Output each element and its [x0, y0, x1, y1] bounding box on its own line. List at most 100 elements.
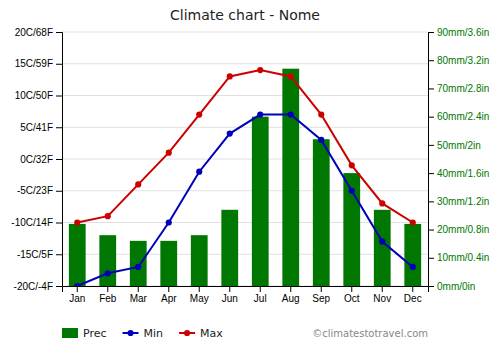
marker: [379, 238, 385, 244]
tick: 40mm/1.6in: [428, 168, 489, 179]
tick-mark: [77, 286, 78, 292]
tick-label: Jan: [69, 293, 85, 304]
axis-line: [429, 33, 435, 287]
legend-swatch: [62, 328, 78, 338]
line: [77, 115, 413, 286]
marker: [410, 219, 416, 225]
tick-label: 20mm/0.8in: [437, 224, 489, 235]
tick-label: 20C/68F: [15, 27, 53, 38]
tick: 20mm/0.8in: [428, 224, 489, 235]
grid-line: [62, 254, 428, 255]
tick: 60mm/2.4in: [428, 111, 489, 122]
tick: 90mm/3.6in: [428, 27, 489, 38]
tick: 30mm/1.2in: [428, 196, 489, 207]
marker: [257, 111, 263, 117]
marker: [196, 169, 202, 175]
marker: [288, 73, 294, 79]
tick-mark: [428, 88, 434, 89]
tick-mark: [412, 286, 413, 292]
tick: Jan: [69, 286, 85, 304]
tick-label: -15C/5F: [17, 249, 53, 260]
tick: Aug: [282, 286, 300, 304]
plot: -20C/-4F-15C/5F-10C/14F-5C/23F0C/32F5C/4…: [11, 27, 489, 304]
tick-mark: [428, 145, 434, 146]
tick: Jun: [222, 286, 238, 304]
tick: Dec: [404, 286, 422, 304]
tick-mark: [428, 60, 434, 61]
legend-item: Max: [179, 327, 223, 340]
marker: [105, 213, 111, 219]
marker: [349, 162, 355, 168]
axis-line: [56, 33, 63, 287]
tick-mark: [138, 286, 139, 292]
grid-line: [62, 32, 428, 33]
tick: 70mm/2.8in: [428, 83, 489, 94]
axis-line: [63, 287, 429, 293]
tick-label: Mar: [130, 293, 148, 304]
tick-label: 0C/32F: [20, 154, 53, 165]
legend-item: Prec: [62, 327, 107, 340]
tick-mark: [382, 286, 383, 292]
marker: [227, 131, 233, 137]
tick-mark: [428, 173, 434, 174]
tick: May: [190, 286, 209, 304]
marker: [227, 73, 233, 79]
title: Climate chart - Nome: [170, 7, 320, 23]
tick-label: Aug: [282, 293, 300, 304]
tick-mark: [199, 286, 200, 292]
marker: [135, 264, 141, 270]
bar: [160, 241, 177, 286]
legend: PrecMinMax: [62, 327, 223, 340]
marker: [257, 67, 263, 73]
tick-mark: [428, 117, 434, 118]
tick-label: Jun: [222, 293, 238, 304]
bar: [313, 139, 330, 286]
bar-series: [69, 69, 421, 286]
tick-label: 50mm/2in: [437, 140, 481, 151]
chart: Climate chart - Nome -20C/-4F -15C/5F -10C/…: [0, 0, 500, 350]
tick: 10mm/0.4in: [428, 252, 489, 263]
tick: Oct: [344, 286, 360, 304]
tick-mark: [56, 254, 62, 255]
tick-mark: [107, 286, 108, 292]
annotation: ©climatestotravel.com: [312, 328, 428, 339]
marker: [74, 219, 80, 225]
tick: 0C/32F: [20, 154, 62, 165]
marker: [166, 219, 172, 225]
tick: 0mm/0in: [428, 281, 475, 292]
marker: [318, 111, 324, 117]
tick-label: -20C/-4F: [14, 281, 53, 292]
tick-mark: [56, 286, 62, 287]
marker: [410, 264, 416, 270]
tick-label: Apr: [161, 293, 177, 304]
tick: 15C/59F: [15, 58, 62, 69]
tick: 50mm/2in: [428, 140, 481, 151]
bar: [343, 173, 360, 286]
marker: [135, 181, 141, 187]
tick-label: Dec: [404, 293, 422, 304]
tick-mark: [321, 286, 322, 292]
tick: Apr: [161, 286, 177, 304]
tick: Nov: [373, 286, 391, 304]
tick-mark: [260, 286, 261, 292]
tick-mark: [168, 286, 169, 292]
tick-mark: [428, 32, 434, 33]
tick-label: 90mm/3.6in: [437, 27, 489, 38]
legend-marker: [184, 330, 190, 336]
marker: [105, 270, 111, 276]
tick-mark: [290, 286, 291, 292]
tick-mark: [428, 258, 434, 259]
y-axis: -20C/-4F-15C/5F-10C/14F-5C/23F0C/32F5C/4…: [11, 27, 62, 292]
tick-mark: [351, 286, 352, 292]
bar: [221, 210, 238, 286]
grid-line: [62, 159, 428, 160]
grid-line: [62, 127, 428, 128]
bar: [404, 224, 421, 286]
tick: -10C/14F: [11, 217, 62, 228]
tick-label: -10C/14F: [11, 217, 53, 228]
marker: [74, 283, 80, 286]
tick: -15C/5F: [17, 249, 62, 260]
tick-mark: [56, 127, 62, 128]
tick: -20C/-4F: [14, 281, 62, 292]
tick: 80mm/3.2in: [428, 55, 489, 66]
